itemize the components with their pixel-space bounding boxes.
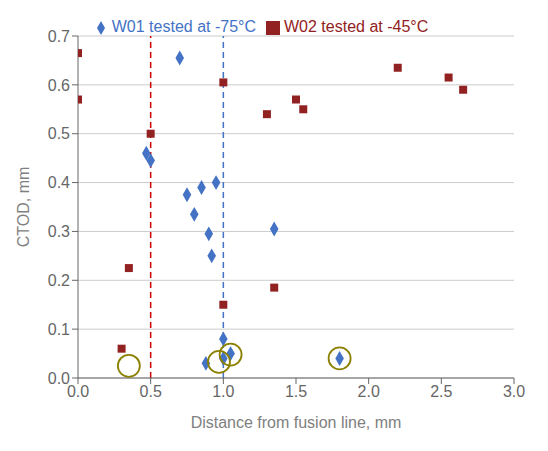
- svg-text:0.0: 0.0: [48, 370, 70, 387]
- svg-text:0.5: 0.5: [140, 383, 162, 400]
- svg-text:0.0: 0.0: [67, 383, 89, 400]
- svg-text:CTOD, mm: CTOD, mm: [15, 167, 32, 248]
- svg-text:0.5: 0.5: [48, 125, 70, 142]
- svg-text:Distance from fusion line, mm: Distance from fusion line, mm: [191, 414, 402, 431]
- svg-text:0.6: 0.6: [48, 77, 70, 94]
- html-text:W01 tested at -75°C: W01 tested at -75°C: [111, 18, 256, 35]
- svg-text:0.3: 0.3: [48, 223, 70, 240]
- svg-text:0.4: 0.4: [48, 174, 70, 191]
- svg-text:2.5: 2.5: [430, 383, 452, 400]
- html-text:W02 tested at -45°C: W02 tested at -45°C: [284, 18, 429, 35]
- svg-text:2.0: 2.0: [358, 383, 380, 400]
- svg-text:0.2: 0.2: [48, 272, 70, 289]
- svg-text:1.0: 1.0: [212, 383, 234, 400]
- svg-text:3.0: 3.0: [503, 383, 525, 400]
- svg-text:1.5: 1.5: [285, 383, 307, 400]
- svg-text:0.7: 0.7: [48, 28, 70, 45]
- svg-text:0.1: 0.1: [48, 321, 70, 338]
